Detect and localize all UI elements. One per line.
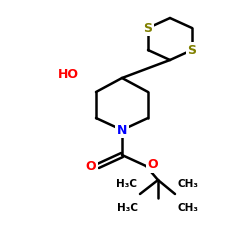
Text: HO: HO: [58, 68, 78, 82]
Text: H₃C: H₃C: [116, 179, 137, 189]
Text: CH₃: CH₃: [178, 179, 199, 189]
Text: S: S: [144, 22, 152, 35]
Text: S: S: [188, 44, 196, 57]
Text: H₃C: H₃C: [117, 203, 138, 213]
Text: O: O: [148, 158, 158, 172]
Text: O: O: [86, 160, 96, 172]
Text: N: N: [117, 124, 127, 136]
Text: CH₃: CH₃: [178, 203, 199, 213]
